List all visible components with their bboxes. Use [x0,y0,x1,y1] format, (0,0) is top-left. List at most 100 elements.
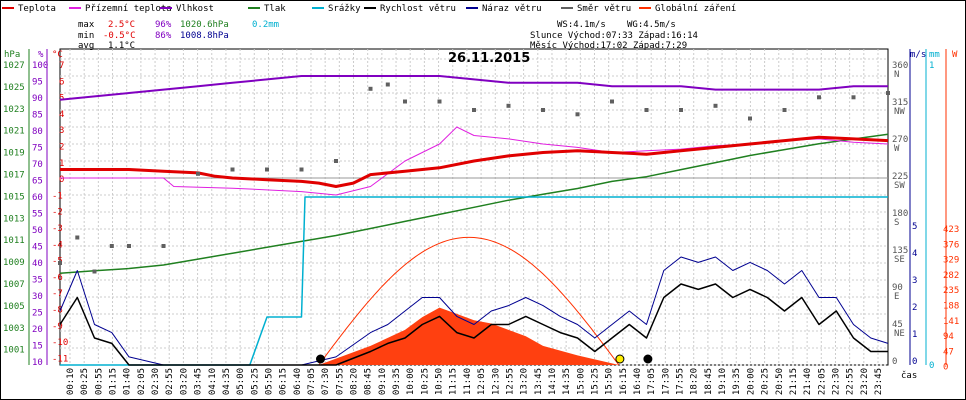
pressure-tick-label: 1027 [3,61,25,71]
temperature-tick-label: -2 [52,208,63,218]
wind-direction-point [161,244,166,248]
humidity-tick-label: 100 [32,61,48,71]
wind-direction-point [92,269,97,274]
x-tick-label: 00:10 [66,368,76,395]
radiation-tick-label: 188 [943,302,959,312]
wind-dir-tick-label: 315 [892,98,908,108]
x-tick-label: 07:55 [335,368,345,395]
x-tick-label: 22:05 [817,368,827,395]
x-tick-label: 10:00 [406,368,416,395]
rain-axis-unit: mm [929,50,940,60]
humidity-tick-label: 50 [32,226,43,236]
x-tick-label: 02:55 [165,368,175,395]
wind-direction-point [472,108,476,112]
pressure-tick-label: 1021 [3,127,25,137]
temperature-tick-label: -5 [52,257,63,267]
x-tick-label: 20:00 [746,368,756,395]
pressure-tick-label: 1017 [3,171,25,181]
pressure-tick-label: 1009 [3,258,25,268]
wind-dir-tick-label: 360 [892,61,908,71]
x-tick-label: 15:00 [576,368,586,395]
x-tick-label: 22:30 [831,368,841,395]
temperature-tick-label: -10 [52,338,68,348]
wind-speed-tick-label: 3 [912,276,917,286]
wind-direction-point [610,99,614,104]
pressure-tick-label: 1015 [3,192,25,202]
wind-dir-tick-label: 90 [892,283,903,293]
legend-label: Směr větru [577,4,631,14]
wind-direction-point [506,103,511,108]
humidity-tick-label: 65 [32,177,43,187]
stat-sun: Slunce Východ:07:33 Západ:16:14 [530,31,698,41]
rain-tick-label: 0 [929,361,934,371]
wind-direction-point [368,86,373,91]
humidity-tick-label: 75 [32,144,43,154]
humidity-tick-label: 90 [32,94,43,104]
stat-avg-temp: 1.1°C [108,41,135,51]
temperature-tick-label: -3 [52,224,63,234]
temperature-axis-unit: °C [52,50,63,60]
humidity-tick-label: 45 [32,243,43,253]
stat-min-label: min [78,31,94,41]
x-tick-label: 14:35 [562,368,572,395]
x-tick-label: 04:10 [208,368,218,395]
x-tick-label: 15:25 [590,368,600,395]
humidity-tick-label: 25 [32,309,43,319]
radiation-clear-sky-line [318,236,620,366]
x-tick-label: 23:45 [874,368,884,395]
wind-dir-compass-label: W [894,144,900,154]
x-tick-label: 05:25 [250,368,260,395]
stat-ws: WS:4.1m/s [557,20,606,30]
x-tick-label: 13:45 [534,368,544,395]
x-tick-label: 15:50 [605,368,615,395]
sunset-marker-icon [615,354,625,364]
wind-dir-compass-label: N [894,70,899,80]
pressure-tick-label: 1011 [3,236,25,246]
temperature-tick-label: 1 [59,159,64,169]
wind-direction-point [58,261,62,265]
pressure-tick-label: 1001 [3,346,25,356]
radiation-tick-label: 235 [943,286,959,296]
wind-direction-point [644,108,649,112]
x-tick-label: 05:50 [264,368,274,395]
wind-dir-compass-label: SW [894,181,905,191]
wind-dir-tick-label: 45 [892,320,903,330]
x-tick-label: 01:40 [123,368,133,395]
wind-direction-point [437,99,442,104]
x-tick-label: 06:40 [293,368,303,395]
radiation-tick-label: 376 [943,240,959,250]
radiation-tick-label: 0 [943,363,948,373]
pressure-tick-label: 1019 [3,149,25,159]
x-tick-label: 18:45 [704,368,714,395]
humidity-tick-label: 30 [32,292,43,302]
humidity-tick-label: 10 [32,358,43,368]
temperature-tick-label: 6 [59,77,64,87]
humidity-tick-label: 85 [32,111,43,121]
x-tick-label: 19:10 [718,368,728,395]
radiation-axis-unit: W [952,50,958,60]
wind-direction-point [127,244,131,248]
x-tick-label: 09:10 [378,368,388,395]
stat-min-temp: -0.5°C [103,31,136,41]
wind-dir-compass-label: E [894,292,899,302]
wind-dir-compass-label: SE [894,255,905,265]
wind-direction-point [385,82,390,87]
temperature-tick-label: 3 [59,126,64,136]
chart-title: 26.11.2015 [448,51,530,66]
legend-label: Náraz větru [482,4,542,14]
stat-wg: WG:4.5m/s [627,20,676,30]
humidity-tick-label: 40 [32,259,43,269]
radiation-tick-label: 47 [943,347,954,357]
temperature-tick-label: -7 [52,289,63,299]
pressure-tick-label: 1025 [3,83,25,93]
stat-max-temp: 2.5°C [108,20,135,30]
wind-direction-point [748,116,752,121]
x-tick-label: 08:20 [350,368,360,395]
x-tick-label: 20:50 [775,368,785,395]
pressure-tick-label: 1023 [3,105,25,115]
x-tick-label: 07:05 [307,368,317,395]
wind-speed-tick-label: 0 [912,357,917,367]
humidity-tick-label: 15 [32,342,43,352]
x-tick-label: 02:05 [137,368,147,395]
